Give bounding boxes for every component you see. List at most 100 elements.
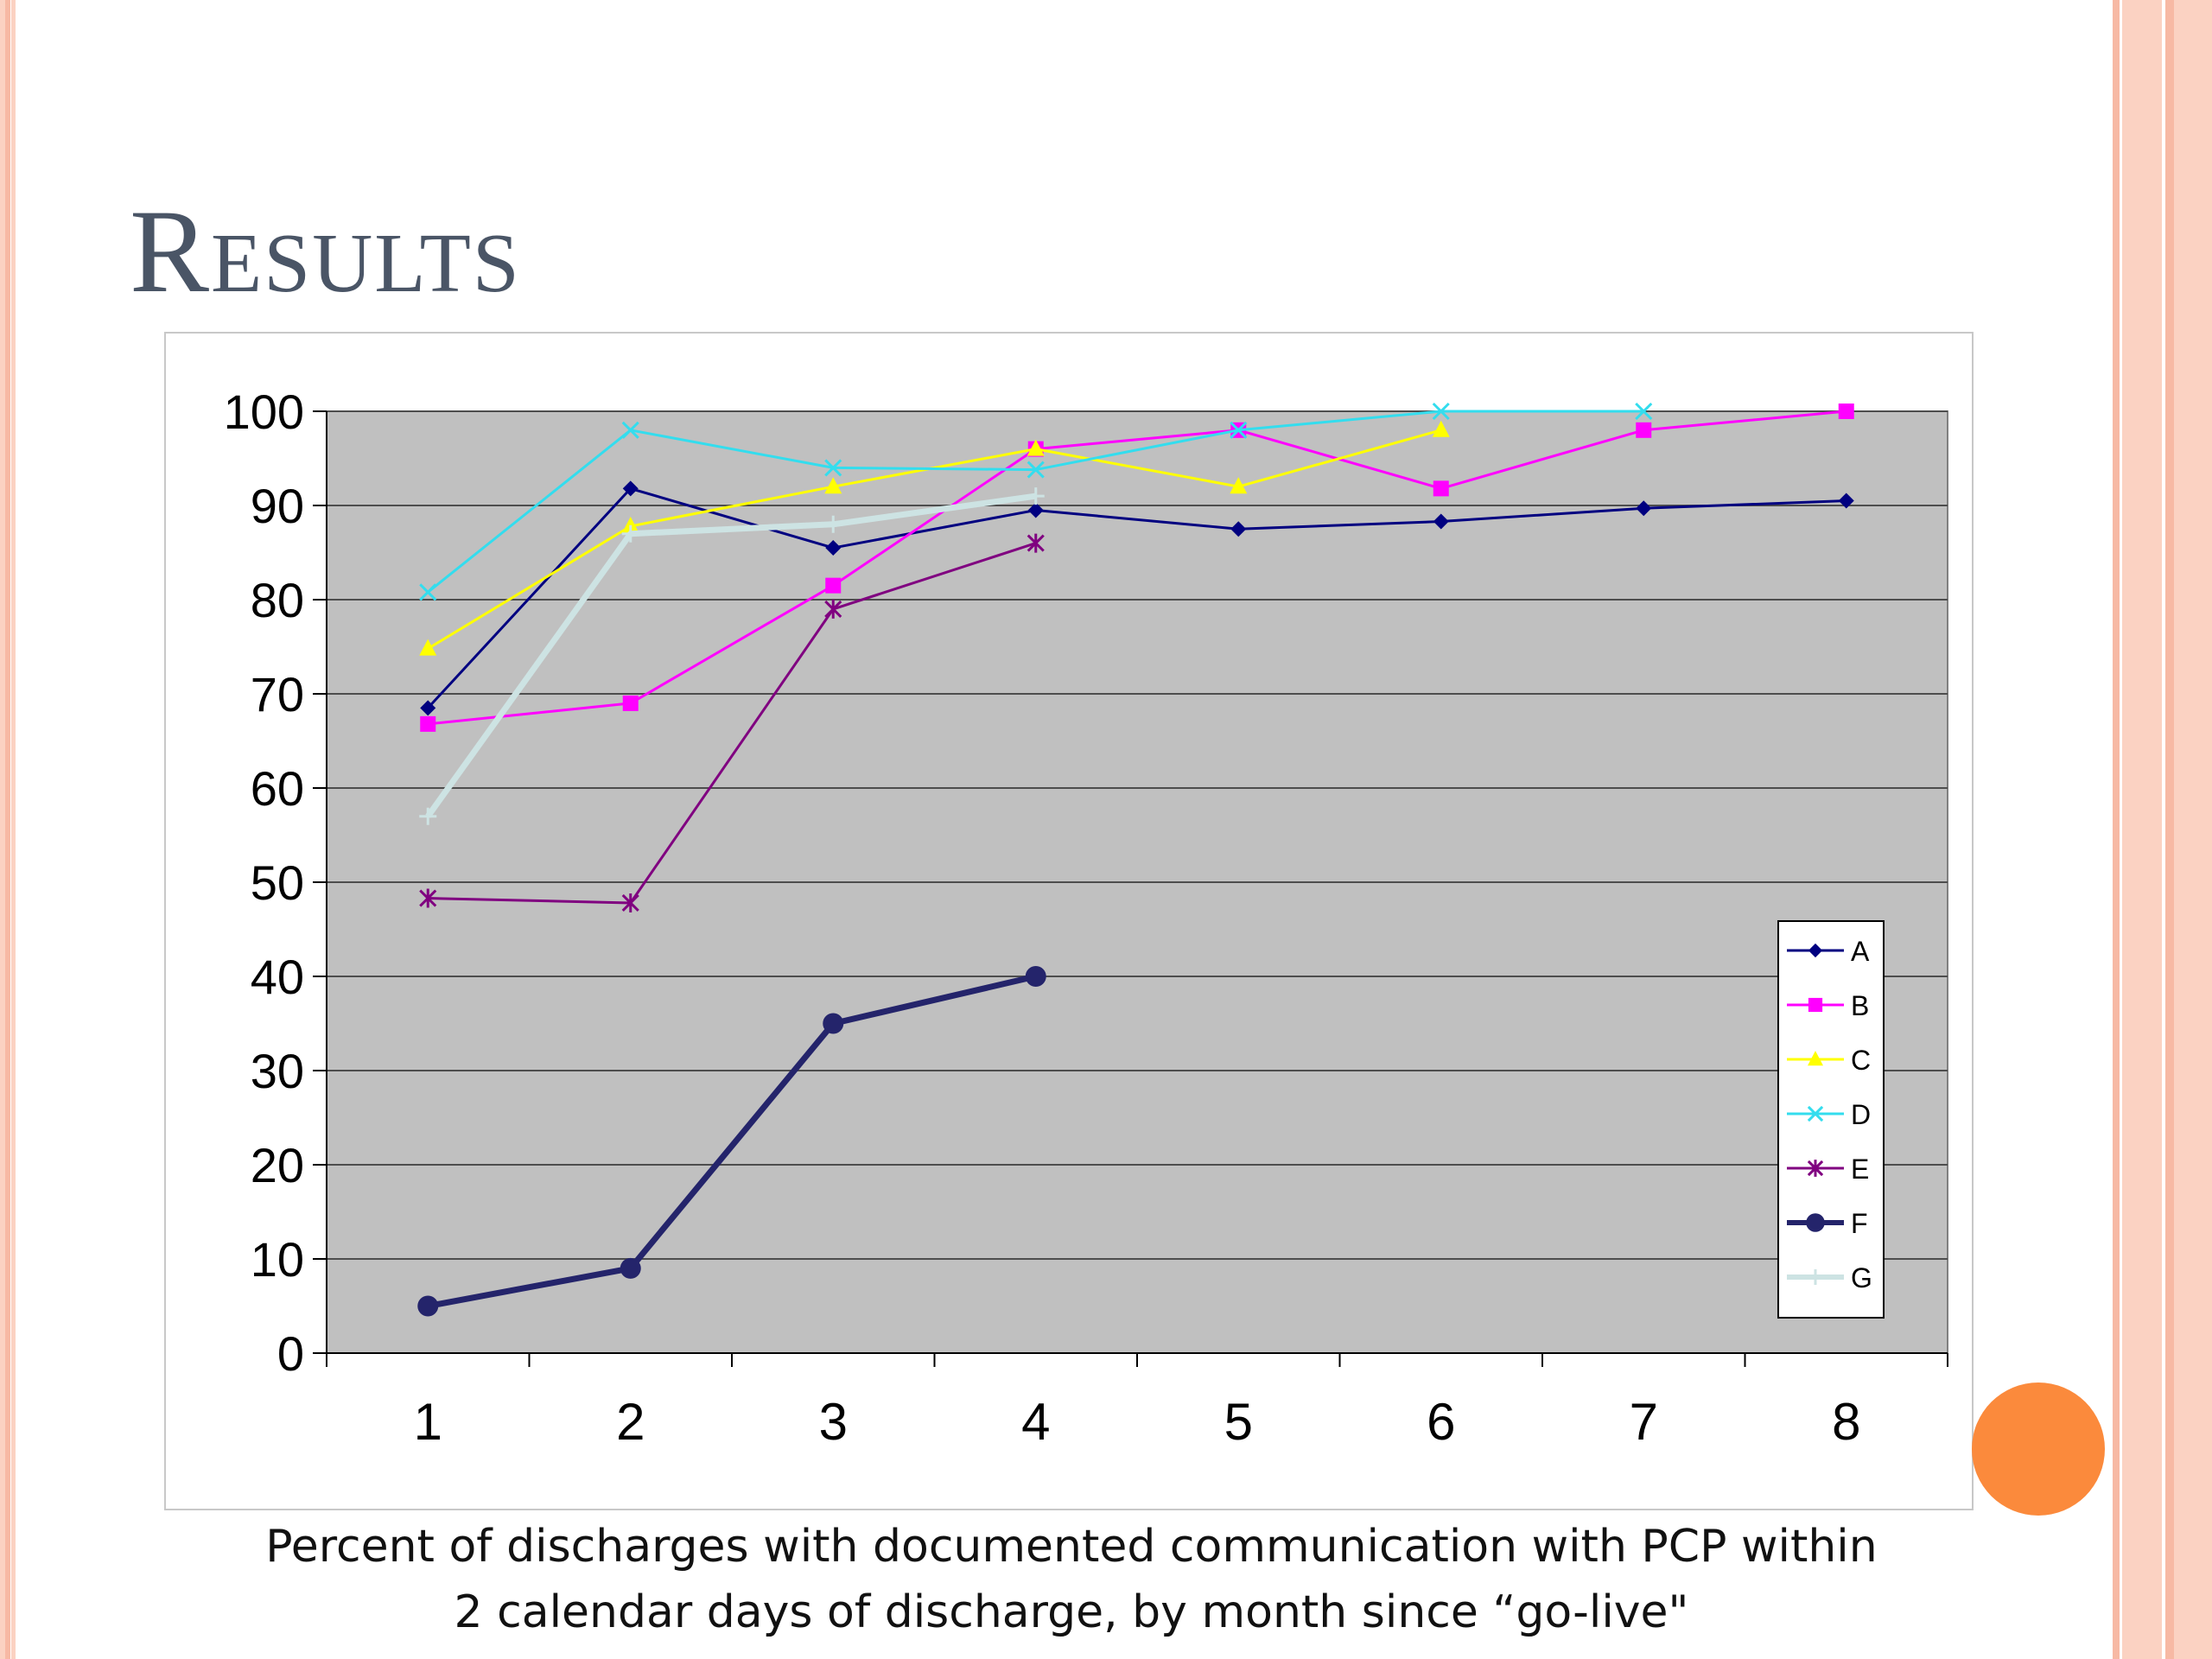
series-line bbox=[428, 410, 1847, 726]
data-point bbox=[1432, 402, 1450, 421]
legend-item: E bbox=[1787, 1154, 1869, 1185]
data-point bbox=[1808, 1051, 1823, 1066]
legend-label: F bbox=[1851, 1208, 1868, 1239]
legend-item: B bbox=[1787, 990, 1869, 1021]
data-point bbox=[622, 480, 639, 497]
legend-item: G bbox=[1787, 1262, 1872, 1294]
chart-frame: 0 10 20 30 40 50 60 70 80 90 100 1 2 3 4 5 6 7 8 A B C D E F G bbox=[164, 332, 1974, 1510]
y-tick-label: 30 bbox=[251, 1044, 304, 1098]
legend-label: A bbox=[1851, 936, 1870, 967]
x-tick-label: 1 bbox=[414, 1393, 442, 1451]
data-point bbox=[1230, 421, 1248, 439]
accent-circle bbox=[1972, 1382, 2105, 1516]
data-point bbox=[1838, 493, 1854, 509]
caption-line-2: 2 calendar days of discharge, by month s… bbox=[454, 1586, 1689, 1638]
data-point bbox=[825, 540, 842, 556]
data-point bbox=[1807, 1105, 1824, 1122]
series-E bbox=[419, 533, 1045, 912]
legend-label: C bbox=[1851, 1045, 1871, 1076]
data-point bbox=[1432, 420, 1450, 437]
data-point bbox=[419, 583, 437, 601]
data-point bbox=[621, 893, 639, 912]
x-tick-label: 3 bbox=[819, 1393, 848, 1451]
data-point bbox=[1433, 513, 1449, 530]
data-point bbox=[1808, 943, 1823, 958]
y-tick-label: 40 bbox=[251, 950, 304, 1004]
data-point bbox=[1808, 997, 1823, 1013]
data-point bbox=[417, 1295, 439, 1317]
data-point bbox=[1027, 533, 1045, 553]
data-point bbox=[621, 516, 639, 533]
slide-title: Results bbox=[130, 185, 521, 317]
series-line bbox=[427, 973, 1037, 1309]
series-A bbox=[420, 480, 1854, 716]
x-tick-label: 6 bbox=[1427, 1393, 1455, 1451]
data-point bbox=[419, 639, 437, 656]
x-tick-label: 5 bbox=[1224, 1393, 1253, 1451]
y-tick-label: 80 bbox=[251, 573, 304, 627]
legend-item: F bbox=[1787, 1208, 1868, 1239]
slide-border-left bbox=[0, 0, 16, 1659]
data-point bbox=[824, 477, 842, 494]
data-point bbox=[620, 1257, 641, 1279]
data-point bbox=[1433, 480, 1449, 497]
legend-label: B bbox=[1851, 990, 1869, 1021]
series-line bbox=[427, 486, 1847, 709]
x-tick-label: 2 bbox=[616, 1393, 645, 1451]
series-D bbox=[419, 402, 1653, 601]
x-tick-label: 7 bbox=[1630, 1393, 1658, 1451]
legend-label: G bbox=[1851, 1262, 1872, 1294]
data-point bbox=[824, 515, 842, 533]
y-tick-label: 70 bbox=[251, 667, 304, 721]
series-line bbox=[425, 493, 1037, 818]
data-point bbox=[1807, 1160, 1824, 1177]
data-point bbox=[420, 700, 436, 716]
y-tick-label: 50 bbox=[251, 855, 304, 910]
y-tick-label: 20 bbox=[251, 1138, 304, 1192]
series-line bbox=[428, 542, 1037, 905]
legend-label: D bbox=[1851, 1099, 1871, 1130]
series-B bbox=[420, 404, 1854, 732]
data-point bbox=[622, 695, 639, 711]
series-F bbox=[417, 966, 1046, 1317]
data-point bbox=[1025, 966, 1046, 987]
data-point bbox=[1230, 477, 1248, 494]
y-tick-label: 60 bbox=[251, 761, 304, 816]
data-point bbox=[1636, 500, 1652, 517]
y-tick-label: 0 bbox=[277, 1326, 304, 1381]
x-tick-label: 8 bbox=[1832, 1393, 1860, 1451]
data-point bbox=[420, 715, 436, 732]
data-point bbox=[621, 421, 639, 439]
caption-line-1: Percent of discharges with documented co… bbox=[265, 1521, 1878, 1573]
data-point bbox=[823, 1013, 844, 1034]
legend-label: E bbox=[1851, 1154, 1869, 1185]
data-point bbox=[419, 807, 437, 825]
data-point bbox=[1838, 404, 1854, 419]
legend-box bbox=[1777, 920, 1885, 1319]
data-point bbox=[1230, 521, 1247, 537]
slide-border-right bbox=[2108, 0, 2212, 1659]
data-point bbox=[1027, 502, 1044, 518]
data-point bbox=[825, 577, 842, 594]
data-point bbox=[1635, 402, 1653, 421]
data-point bbox=[824, 459, 842, 477]
x-tick-label: 4 bbox=[1021, 1393, 1050, 1451]
data-point bbox=[1027, 439, 1045, 456]
data-point bbox=[1027, 461, 1045, 479]
series-G bbox=[419, 487, 1045, 825]
data-point bbox=[419, 888, 437, 908]
legend-item: C bbox=[1787, 1045, 1871, 1076]
data-point bbox=[1027, 487, 1045, 505]
legend-item: A bbox=[1787, 936, 1870, 967]
data-point bbox=[1636, 422, 1652, 438]
data-point bbox=[1806, 1213, 1825, 1232]
y-tick-label: 10 bbox=[251, 1232, 304, 1287]
chart-caption: Percent of discharges with documented co… bbox=[121, 1514, 2022, 1645]
y-tick-label: 100 bbox=[224, 385, 304, 439]
legend-item: D bbox=[1787, 1099, 1871, 1130]
data-point bbox=[824, 599, 842, 619]
data-point bbox=[1808, 1269, 1823, 1285]
data-point bbox=[621, 524, 639, 543]
